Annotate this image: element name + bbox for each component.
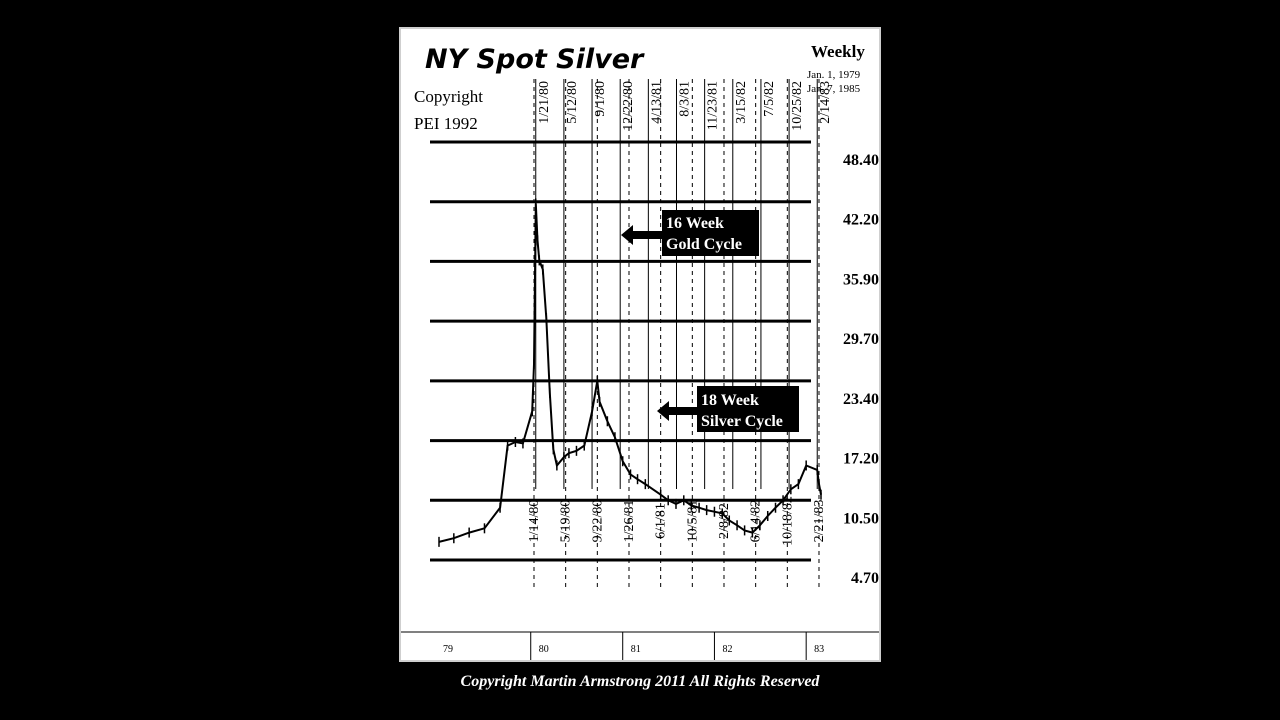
top-date-label: 7/5/82 bbox=[762, 81, 777, 117]
year-label: 81 bbox=[631, 644, 641, 655]
bottom-date-label: 1/14/80 bbox=[527, 500, 542, 543]
price-line bbox=[438, 203, 822, 543]
frequency-label: Weekly bbox=[811, 42, 865, 61]
y-tick-label: 23.40 bbox=[843, 391, 879, 408]
year-label: 82 bbox=[722, 644, 732, 655]
top-date-label: 1/21/80 bbox=[537, 81, 552, 124]
year-label: 79 bbox=[443, 644, 453, 655]
bottom-date-label: 2/21/83 bbox=[812, 500, 827, 543]
top-date-label: 10/25/82 bbox=[790, 81, 805, 131]
gold-cycle-annotation: 16 Week Gold Cycle bbox=[621, 210, 759, 256]
silver-cycle-arrow-icon bbox=[657, 401, 699, 421]
gold-cycle-box bbox=[662, 210, 759, 256]
copyright-line-1: Copyright bbox=[414, 87, 483, 106]
year-label: 80 bbox=[539, 644, 549, 655]
y-tick-label: 17.20 bbox=[843, 451, 879, 468]
top-date-label: 3/15/82 bbox=[734, 81, 749, 124]
bottom-date-label: 10/5/81 bbox=[685, 500, 700, 543]
bottom-date-label: 1/26/81 bbox=[622, 500, 637, 543]
y-tick-label: 29.70 bbox=[843, 331, 879, 348]
top-date-label: 9/1/80 bbox=[593, 81, 608, 117]
top-date-label: 2/14/83 bbox=[818, 81, 833, 124]
top-date-label: 5/12/80 bbox=[565, 81, 580, 124]
top-date-label: 12/22/80 bbox=[621, 81, 636, 131]
y-tick-label: 42.20 bbox=[843, 212, 879, 229]
date-range-start: Jan. 1, 1979 bbox=[807, 69, 861, 81]
silver-cycle-box bbox=[697, 386, 799, 432]
y-tick-label: 10.50 bbox=[843, 510, 879, 527]
bottom-date-label: 2/8/82 bbox=[717, 503, 732, 539]
price-series-layer bbox=[438, 198, 822, 547]
date-labels-layer: 1/21/80 5/12/80 9/1/80 12/22/80 4/13/81 8/3/8… bbox=[401, 81, 879, 660]
gold-cycle-arrow-icon bbox=[621, 225, 663, 245]
chart-panel: NY Spot Silver Weekly Jan. 1, 1979 Jan. … bbox=[399, 27, 881, 662]
bottom-date-label: 10/18/82 bbox=[780, 496, 795, 546]
silver-cycle-label-2: Silver Cycle bbox=[701, 413, 783, 430]
bottom-date-label: 6/1/81 bbox=[654, 503, 669, 539]
bottom-date-label: 9/22/80 bbox=[590, 500, 605, 543]
top-date-label: 4/13/81 bbox=[649, 81, 664, 124]
copyright-caption: Copyright Martin Armstrong 2011 All Righ… bbox=[460, 673, 820, 690]
chart-title: NY Spot Silver bbox=[425, 44, 645, 75]
chart-svg: NY Spot Silver Weekly Jan. 1, 1979 Jan. … bbox=[401, 42, 879, 660]
copyright-line-2: PEI 1992 bbox=[414, 114, 478, 133]
top-date-label: 8/3/81 bbox=[677, 81, 692, 117]
bottom-date-label: 5/19/80 bbox=[559, 500, 574, 543]
silver-cycle-label-1: 18 Week bbox=[701, 392, 759, 409]
top-date-label: 11/23/81 bbox=[706, 81, 721, 130]
date-range-end: Jan. 7, 1985 bbox=[807, 83, 861, 95]
y-tick-label: 35.90 bbox=[843, 271, 879, 288]
year-label: 83 bbox=[814, 644, 824, 655]
y-tick-label: 48.40 bbox=[843, 152, 879, 169]
y-tick-label: 4.70 bbox=[851, 570, 879, 587]
bottom-date-label: 6/14/82 bbox=[749, 500, 764, 543]
silver-cycle-annotation: 18 Week Silver Cycle bbox=[657, 386, 799, 432]
gold-cycle-label-2: Gold Cycle bbox=[666, 236, 742, 253]
gold-cycle-label-1: 16 Week bbox=[666, 215, 724, 232]
